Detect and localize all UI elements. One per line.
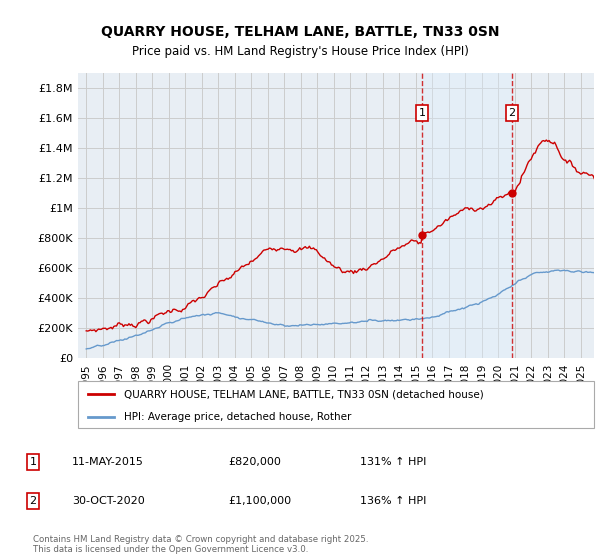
Text: 2: 2	[509, 108, 515, 118]
Text: 1: 1	[29, 457, 37, 467]
Text: 30-OCT-2020: 30-OCT-2020	[72, 496, 145, 506]
Text: £820,000: £820,000	[228, 457, 281, 467]
Text: 2: 2	[29, 496, 37, 506]
Text: HPI: Average price, detached house, Rother: HPI: Average price, detached house, Roth…	[124, 412, 352, 422]
Bar	[422, 73, 512, 358]
Text: 1: 1	[418, 108, 425, 118]
Text: Price paid vs. HM Land Registry's House Price Index (HPI): Price paid vs. HM Land Registry's House …	[131, 45, 469, 58]
Text: 131% ↑ HPI: 131% ↑ HPI	[360, 457, 427, 467]
Text: 136% ↑ HPI: 136% ↑ HPI	[360, 496, 427, 506]
Text: QUARRY HOUSE, TELHAM LANE, BATTLE, TN33 0SN: QUARRY HOUSE, TELHAM LANE, BATTLE, TN33 …	[101, 25, 499, 39]
Text: £1,100,000: £1,100,000	[228, 496, 291, 506]
Text: QUARRY HOUSE, TELHAM LANE, BATTLE, TN33 0SN (detached house): QUARRY HOUSE, TELHAM LANE, BATTLE, TN33 …	[124, 389, 484, 399]
FancyBboxPatch shape	[78, 381, 594, 428]
Text: 11-MAY-2015: 11-MAY-2015	[72, 457, 144, 467]
Text: Contains HM Land Registry data © Crown copyright and database right 2025.
This d: Contains HM Land Registry data © Crown c…	[33, 535, 368, 554]
